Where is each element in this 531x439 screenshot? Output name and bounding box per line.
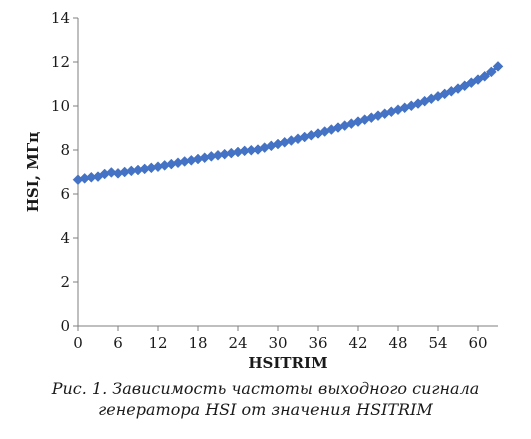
x-tick-label: 48 bbox=[388, 334, 407, 352]
x-axis-title: HSITRIM bbox=[248, 354, 327, 372]
series-line-group bbox=[77, 65, 499, 182]
caption-line-2: генератора HSI от значения HSITRIM bbox=[98, 400, 433, 419]
axes bbox=[73, 17, 498, 331]
y-tick-label: 2 bbox=[60, 273, 70, 291]
x-tick-labels: 0 6 12 18 24 30 36 42 48 54 60 bbox=[73, 334, 487, 352]
series-markers bbox=[72, 61, 504, 186]
y-tick-label: 10 bbox=[51, 97, 70, 115]
y-tick-label: 4 bbox=[60, 229, 70, 247]
x-tick-label: 54 bbox=[428, 334, 447, 352]
y-tick-label: 8 bbox=[60, 141, 70, 159]
y-tick-labels: 0 2 4 6 8 10 12 14 bbox=[51, 9, 70, 335]
data-point bbox=[492, 61, 504, 72]
x-tick-label: 0 bbox=[73, 334, 83, 352]
x-tick-label: 24 bbox=[228, 334, 247, 352]
data-point bbox=[479, 70, 491, 82]
x-tick-label: 30 bbox=[268, 334, 287, 352]
x-tick-label: 42 bbox=[348, 334, 367, 352]
y-tick-label: 0 bbox=[60, 317, 70, 335]
x-tick-label: 18 bbox=[188, 334, 207, 352]
x-tick-label: 12 bbox=[148, 334, 167, 352]
y-tick-label: 14 bbox=[51, 9, 70, 27]
y-axis-title: HSI, МГц bbox=[24, 132, 42, 213]
y-tick-label: 12 bbox=[51, 53, 70, 71]
x-tick-label: 36 bbox=[308, 334, 327, 352]
x-tick-label: 6 bbox=[113, 334, 123, 352]
series-line bbox=[77, 65, 499, 182]
hsi-chart: 0 2 4 6 8 10 12 14 0 6 12 18 24 30 36 42 48 54 60 HSITRIM… bbox=[24, 9, 504, 372]
x-tick-label: 60 bbox=[468, 334, 487, 352]
data-point bbox=[485, 66, 497, 78]
caption-line-1: Рис. 1. Зависимость частоты выходного си… bbox=[51, 379, 480, 398]
figure-caption: Рис. 1. Зависимость частоты выходного си… bbox=[0, 378, 531, 420]
y-tick-label: 6 bbox=[60, 185, 70, 203]
data-point bbox=[105, 167, 117, 178]
